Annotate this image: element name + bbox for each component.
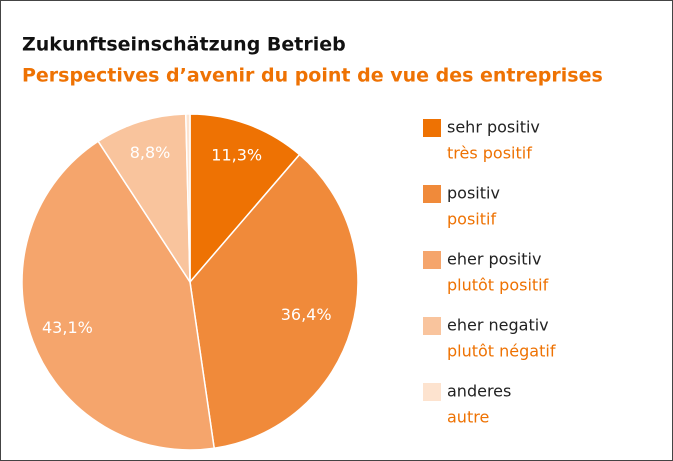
pie-slice	[21, 140, 216, 451]
legend-label-fr: plutôt positif	[447, 276, 549, 295]
pie-slice	[185, 113, 191, 283]
legend-swatch	[423, 119, 441, 137]
legend-label: positiv	[447, 184, 500, 203]
pie-slice	[189, 113, 301, 285]
chart-title: Zukunftseinschätzung Betrieb	[22, 34, 346, 56]
legend-label: eher negativ	[447, 316, 549, 335]
legend-swatch	[423, 251, 441, 269]
legend-label: eher positiv	[447, 250, 541, 269]
legend-label-fr: autre	[447, 408, 489, 427]
pie-slice	[189, 153, 359, 450]
value-label: 8,8%	[130, 143, 171, 162]
legend-label: anderes	[447, 382, 511, 401]
chart-subtitle: Perspectives d’avenir du point de vue de…	[22, 65, 603, 87]
legend-label-fr: positif	[447, 210, 496, 229]
legend-swatch	[423, 317, 441, 335]
value-label: 43,1%	[42, 318, 93, 337]
value-label: 11,3%	[211, 145, 262, 164]
value-label: 36,4%	[281, 305, 332, 324]
legend-label-fr: très positif	[447, 144, 532, 163]
legend-swatch	[423, 185, 441, 203]
pie-slice	[97, 113, 191, 285]
legend-label: sehr positiv	[447, 118, 540, 137]
legend-swatch	[423, 383, 441, 401]
legend-label-fr: plutôt négatif	[447, 342, 556, 361]
